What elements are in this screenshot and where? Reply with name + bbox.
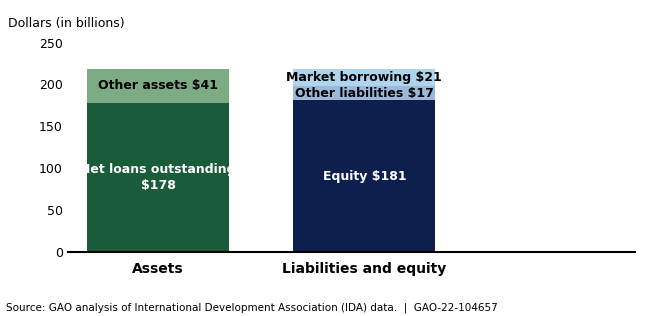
Bar (293, 69, 436, 86)
Text: Equity $181: Equity $181 (322, 170, 406, 183)
Bar (87, 69, 229, 103)
Bar (293, 100, 436, 252)
Text: Dollars (in billions): Dollars (in billions) (8, 17, 125, 30)
Bar (293, 86, 436, 100)
Text: Source: GAO analysis of International Development Association (IDA) data.  |  GA: Source: GAO analysis of International De… (6, 302, 499, 313)
Text: Other assets $41: Other assets $41 (98, 79, 218, 92)
Text: Net loans outstanding
$178: Net loans outstanding $178 (81, 163, 236, 192)
Text: Other liabilities $17: Other liabilities $17 (295, 87, 434, 100)
Bar (87, 103, 229, 252)
Text: Market borrowing $21: Market borrowing $21 (287, 71, 442, 84)
